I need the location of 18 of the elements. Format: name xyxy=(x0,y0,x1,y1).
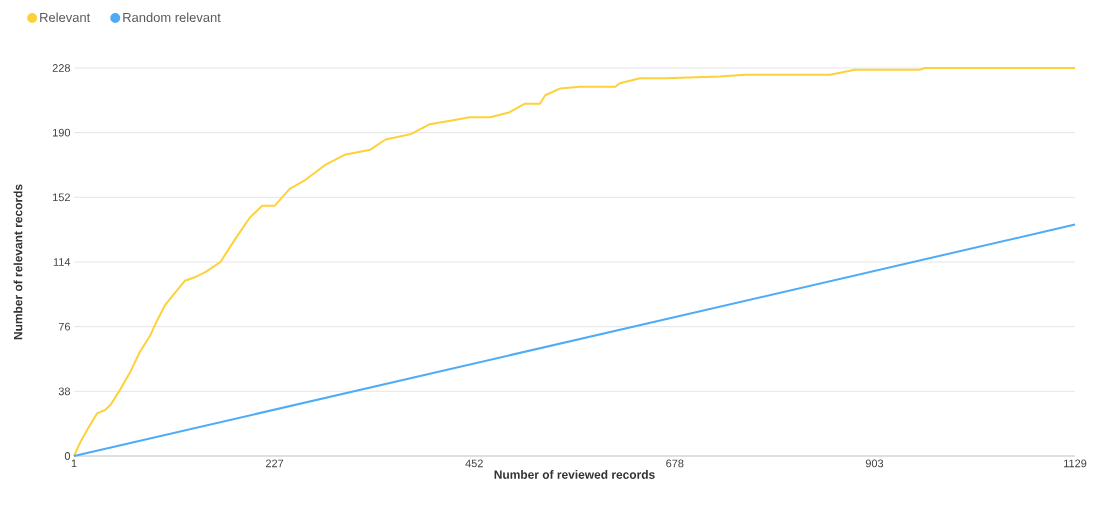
line-series xyxy=(73,66,1077,457)
y-tick-label: 0 xyxy=(64,452,71,460)
x-tick-label: 227 xyxy=(265,459,284,468)
x-tick-label: 452 xyxy=(465,459,483,468)
x-tick-label: 1 xyxy=(71,459,77,468)
x-axis-title: Number of reviewed records xyxy=(494,470,655,479)
y-tick-label: 76 xyxy=(58,322,70,331)
y-axis-title: Number of relevant records xyxy=(13,184,23,340)
y-tick-label: 190 xyxy=(53,128,71,137)
x-tick-label: 678 xyxy=(666,459,684,468)
legend-label: Relevant xyxy=(40,12,91,22)
y-tick-label: 228 xyxy=(52,64,70,72)
x-tick-label: 903 xyxy=(865,459,884,468)
y-tick-label: 38 xyxy=(58,387,70,396)
y-tick-label: 152 xyxy=(53,193,70,202)
legend-label: Random relevant xyxy=(123,12,221,22)
x-tick-label: 1129 xyxy=(1064,459,1087,468)
y-tick-label: 114 xyxy=(53,258,71,266)
